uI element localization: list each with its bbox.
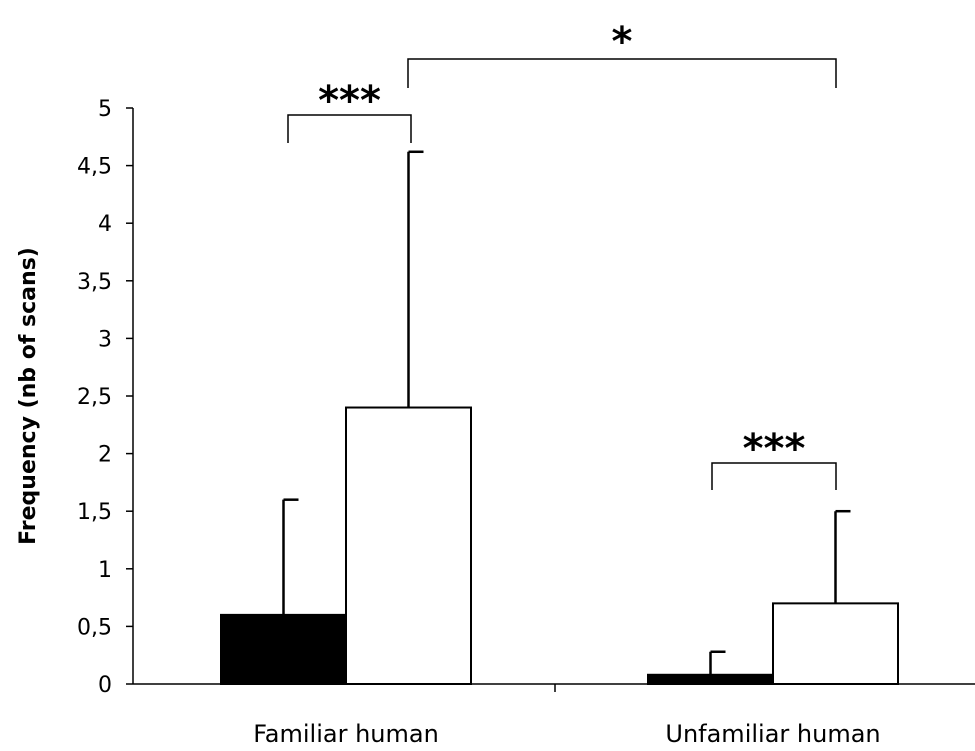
y-tick-label: 3 [98,327,112,352]
significance-label: *** [743,426,806,472]
y-tick-label: 3,5 [77,270,112,295]
y-tick-label: 2 [98,443,112,468]
significance-label: * [612,19,633,65]
significance-bracket [407,58,837,88]
bar [220,613,347,686]
y-tick-label: 1 [98,558,112,583]
significance-label: *** [318,78,381,124]
bars [220,406,899,686]
significance-brackets [287,58,837,490]
error-bars [282,150,851,675]
y-tick-label: 1,5 [77,500,112,525]
y-tick-label: 2,5 [77,385,112,410]
y-tick-label: 4 [98,212,112,237]
y-tick-label: 5 [98,97,112,122]
bar [647,673,774,685]
y-tick-label: 0,5 [77,615,112,640]
labels: 0 0,5 1 1,5 2 2,5 3 3,5 4 4,5 5 Frequency (nb of sc… [16,19,881,748]
significance-bracket [711,462,837,490]
significance-bracket [287,114,412,143]
y-axis-label: Frequency (nb of scans) [16,247,41,545]
x-category-label: Unfamiliar human [665,720,880,748]
x-category-label: Familiar human [253,720,439,748]
y-tick-label: 0 [98,673,112,698]
bar [772,602,899,685]
bar [345,406,472,685]
y-tick-label: 4,5 [77,155,112,180]
